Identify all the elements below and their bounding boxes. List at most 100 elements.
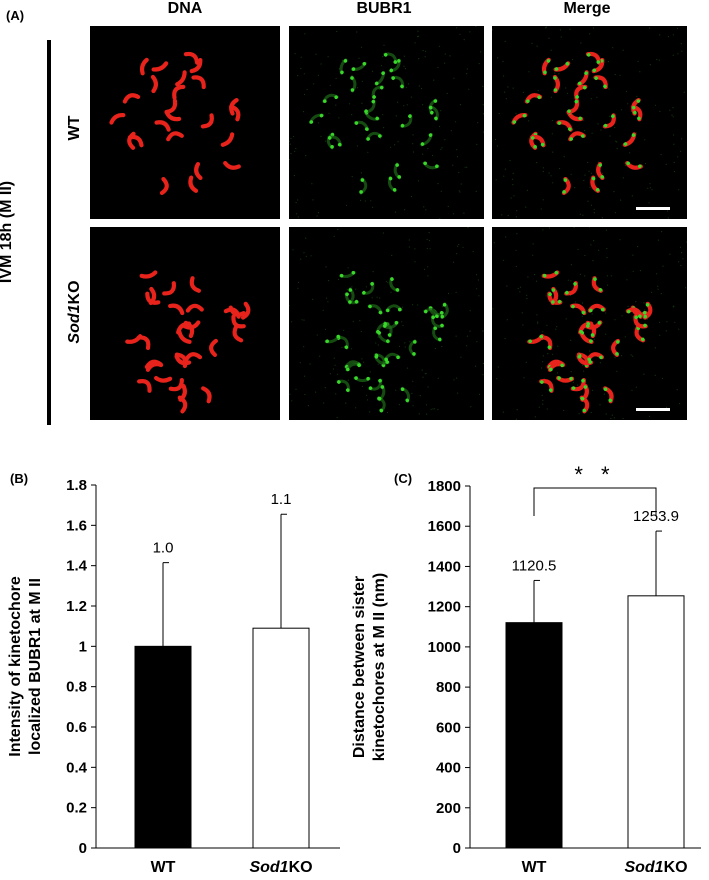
chromosome	[553, 61, 571, 72]
background-speckle	[497, 57, 499, 59]
background-speckle	[552, 182, 554, 184]
background-speckle	[351, 114, 353, 116]
background-speckle	[654, 347, 656, 349]
background-speckle	[679, 403, 681, 405]
background-speckle	[613, 191, 615, 193]
value-label: 1.0	[153, 540, 174, 557]
chromosome	[420, 132, 433, 147]
background-speckle	[476, 341, 478, 343]
background-speckle	[502, 411, 504, 413]
kinetochore-dot	[360, 178, 365, 182]
background-speckle	[424, 373, 426, 375]
background-speckle	[414, 248, 416, 250]
background-speckle	[441, 147, 443, 149]
x-tick-label: WT	[151, 859, 176, 876]
kinetochore-dot	[551, 300, 555, 304]
background-speckle	[622, 417, 624, 420]
chromosome	[168, 377, 184, 392]
kinetochore-dot	[581, 134, 585, 138]
background-speckle	[542, 403, 544, 405]
background-speckle	[452, 213, 455, 215]
background-speckle	[632, 355, 634, 357]
background-speckle	[626, 279, 628, 281]
background-speckle	[614, 212, 617, 214]
background-speckle	[297, 216, 299, 218]
background-speckle	[680, 264, 682, 267]
condition-bracket-line	[47, 40, 51, 425]
background-speckle	[376, 296, 378, 298]
background-speckle	[666, 321, 668, 323]
chromosome	[326, 132, 335, 150]
background-speckle	[608, 88, 610, 90]
background-speckle	[659, 34, 661, 36]
background-speckle	[476, 143, 478, 145]
background-speckle	[503, 175, 505, 177]
kinetochore-dot	[435, 164, 439, 169]
kinetochore-dot	[589, 339, 593, 343]
background-speckle	[466, 166, 468, 168]
chromosome	[136, 379, 152, 393]
background-speckle	[390, 146, 392, 148]
background-speckle	[319, 355, 321, 357]
kinetochore-dot	[542, 273, 547, 278]
background-speckle	[429, 248, 431, 250]
background-speckle	[683, 91, 685, 93]
background-speckle	[290, 137, 292, 139]
background-speckle	[584, 130, 586, 132]
background-speckle	[365, 286, 367, 288]
background-speckle	[610, 417, 612, 420]
chromosome	[377, 384, 386, 402]
background-speckle	[574, 186, 576, 189]
background-speckle	[369, 411, 371, 413]
background-speckle	[658, 59, 660, 61]
background-speckle	[673, 171, 676, 173]
kinetochore-dot	[645, 303, 650, 307]
background-speckle	[292, 249, 294, 251]
kinetochore-dot	[378, 378, 382, 383]
chromosome	[168, 303, 185, 316]
background-speckle	[577, 248, 579, 251]
kinetochore-dot	[512, 120, 517, 124]
background-speckle	[614, 126, 616, 129]
kinetochore-dot	[595, 188, 600, 192]
kinetochore-dot	[553, 88, 558, 92]
chromosome	[633, 314, 648, 329]
kinetochore-dot	[391, 76, 396, 81]
background-speckle	[492, 308, 494, 310]
background-speckle	[295, 147, 297, 150]
chromosome	[591, 276, 603, 293]
chromosome	[385, 304, 403, 313]
background-speckle	[657, 288, 659, 290]
background-speckle	[599, 362, 601, 364]
background-speckle	[428, 232, 430, 234]
background-speckle	[458, 243, 460, 246]
background-speckle	[347, 379, 349, 381]
chromosome	[339, 58, 348, 75]
background-speckle	[289, 140, 290, 142]
chromosome	[408, 339, 417, 357]
background-speckle	[351, 286, 353, 288]
background-speckle	[477, 122, 479, 124]
chromosome	[354, 120, 370, 132]
chromosome	[383, 321, 393, 338]
background-speckle	[327, 301, 329, 303]
background-speckle	[673, 134, 675, 136]
chromosome	[150, 74, 158, 94]
background-speckle	[613, 417, 615, 419]
kinetochore-dot	[368, 386, 373, 390]
column-header-merge: Merge	[563, 0, 611, 17]
kinetochore-dot	[345, 292, 349, 297]
chromosome	[159, 176, 169, 196]
background-speckle	[676, 27, 678, 29]
background-speckle	[591, 313, 593, 315]
background-speckle	[577, 384, 579, 386]
background-speckle	[482, 330, 484, 332]
background-speckle	[453, 77, 455, 79]
background-speckle	[462, 246, 464, 248]
background-speckle	[542, 331, 544, 333]
kinetochore-dot	[557, 376, 561, 380]
background-speckle	[593, 208, 595, 210]
y-tick-label: 200	[436, 800, 461, 817]
dna-stain	[139, 270, 158, 279]
background-speckle	[506, 319, 508, 321]
